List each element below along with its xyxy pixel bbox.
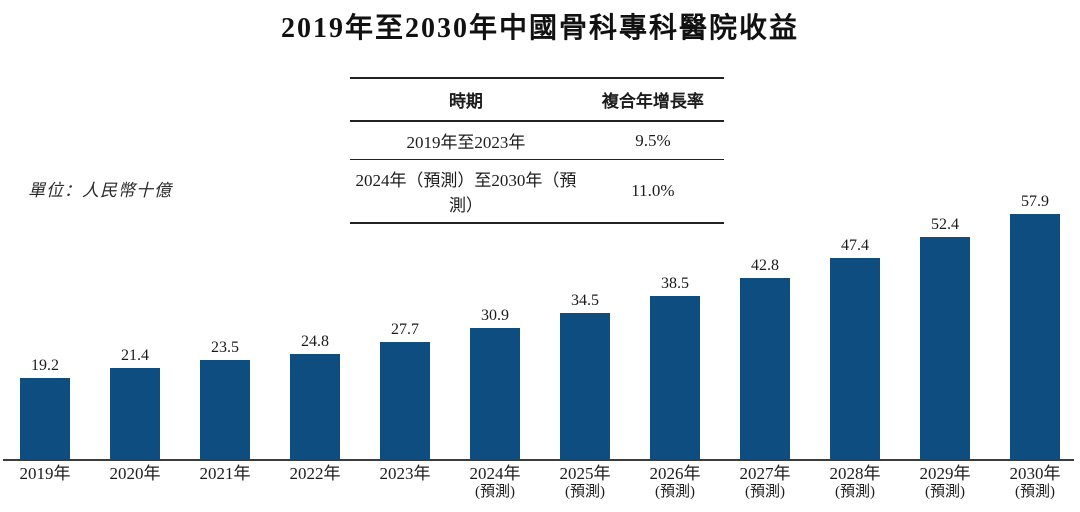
bar-group: 21.4	[90, 348, 180, 459]
cagr-row-period: 2019年至2023年	[406, 133, 526, 152]
cagr-table-header-row: 時期 複合年增長率	[350, 79, 724, 122]
x-axis-year: 2030年	[1009, 464, 1061, 483]
bar	[560, 313, 610, 459]
bar-group: 27.7	[360, 320, 450, 459]
bar	[20, 377, 70, 459]
bar-group: 47.4	[810, 238, 900, 459]
x-axis-label: 2029年 (預測)	[900, 464, 990, 501]
x-axis-year: 2019年	[19, 464, 71, 483]
x-axis-forecast-note: (預測)	[655, 483, 695, 500]
x-axis-year: 2023年	[379, 464, 431, 483]
bar	[110, 368, 160, 459]
bar-group: 24.8	[270, 334, 360, 459]
bar-value-label: 52.4	[931, 216, 959, 234]
bars-row: 19.2 21.4 23.5 24.8 27.7 30.9 34.5 38.5 42.8 47.4…	[0, 170, 1080, 459]
x-axis-label: 2022年	[270, 464, 360, 501]
x-axis-label: 2024年 (預測)	[450, 464, 540, 501]
bar-value-label: 27.7	[391, 320, 419, 338]
x-axis-year: 2021年	[199, 464, 251, 483]
x-axis-label: 2026年 (預測)	[630, 464, 720, 501]
x-axis-year: 2025年	[559, 464, 611, 483]
bar-group: 23.5	[180, 338, 270, 459]
cagr-table-row: 2019年至2023年 9.5%	[350, 122, 724, 159]
cagr-header-rate: 複合年增長率	[601, 92, 704, 111]
x-axis-forecast-note: (預測)	[835, 483, 875, 500]
bar	[470, 328, 520, 459]
x-axis-label: 2021年	[180, 464, 270, 501]
bar-value-label: 38.5	[661, 275, 689, 293]
bar-value-label: 23.5	[211, 338, 239, 356]
bar	[920, 237, 970, 459]
x-axis-year: 2028年	[829, 464, 881, 483]
bar-group: 57.9	[990, 194, 1080, 459]
x-axis-forecast-note: (預測)	[925, 483, 965, 500]
bar	[200, 359, 250, 459]
bar-value-label: 24.8	[301, 333, 329, 351]
x-axis-forecast-note: (預測)	[565, 483, 605, 500]
x-labels-row: 2019年 2020年 2021年 2022年 2023年 2024年 (預測) 2025年(…	[0, 464, 1080, 501]
cagr-header-period: 時期	[448, 92, 483, 111]
bar	[740, 277, 790, 459]
bar-group: 34.5	[540, 293, 630, 459]
bar-value-label: 42.8	[751, 256, 779, 274]
cagr-row-rate: 11.0%	[631, 181, 675, 200]
bar-group: 42.8	[720, 256, 810, 459]
x-axis-year: 2020年	[109, 464, 161, 483]
bar-value-label: 30.9	[481, 307, 509, 325]
x-axis-forecast-note: (預測)	[1015, 483, 1055, 500]
cagr-row-rate: 9.5%	[635, 130, 671, 150]
x-axis-label: 2019年	[0, 464, 90, 501]
unit-label: 單位：人民幣十億	[28, 181, 172, 200]
x-axis-label: 2020年	[90, 464, 180, 501]
x-axis-year: 2022年	[289, 464, 341, 483]
x-axis-year: 2027年	[739, 464, 791, 483]
x-axis-year: 2026年	[649, 464, 701, 483]
bar-group: 38.5	[630, 276, 720, 459]
bar-group: 52.4	[900, 217, 990, 459]
bar-value-label: 34.5	[571, 292, 599, 309]
x-axis-label: 2030年 (預測)	[990, 464, 1080, 501]
bar-value-label: 19.2	[31, 356, 59, 374]
bar-value-label: 57.9	[1021, 193, 1049, 210]
chart-title: 2019年至2030年中國骨科專科醫院收益	[280, 13, 799, 44]
bar	[290, 354, 340, 459]
bar	[1010, 214, 1060, 459]
bar	[650, 296, 700, 459]
cagr-table-row: 2024年（預測）至2030年（預測） 11.0%	[350, 159, 724, 222]
x-axis-label: 2025年 (預測)	[540, 464, 630, 501]
bar-group: 19.2	[0, 356, 90, 459]
x-axis-forecast-note: (預測)	[475, 483, 515, 500]
cagr-row-period: 2024年（預測）至2030年（預測）	[355, 171, 577, 215]
x-axis-line	[3, 459, 1074, 461]
x-axis-year: 2029年	[919, 464, 971, 483]
bar-value-label: 21.4	[121, 347, 149, 365]
x-axis-year: 2024年	[469, 464, 521, 483]
x-axis-label: 2028年 (預測)	[810, 464, 900, 501]
x-axis-forecast-note: (預測)	[745, 483, 785, 500]
x-axis-label: 2027年 (預測)	[720, 464, 810, 501]
x-axis-label: 2023年	[360, 464, 450, 501]
bar	[830, 258, 880, 459]
bar-value-label: 47.4	[841, 237, 869, 255]
bar	[380, 341, 430, 459]
cagr-table: 時期 複合年增長率 2019年至2023年 9.5% 2024年（預測）至203…	[350, 77, 724, 224]
bar-group: 30.9	[450, 308, 540, 459]
